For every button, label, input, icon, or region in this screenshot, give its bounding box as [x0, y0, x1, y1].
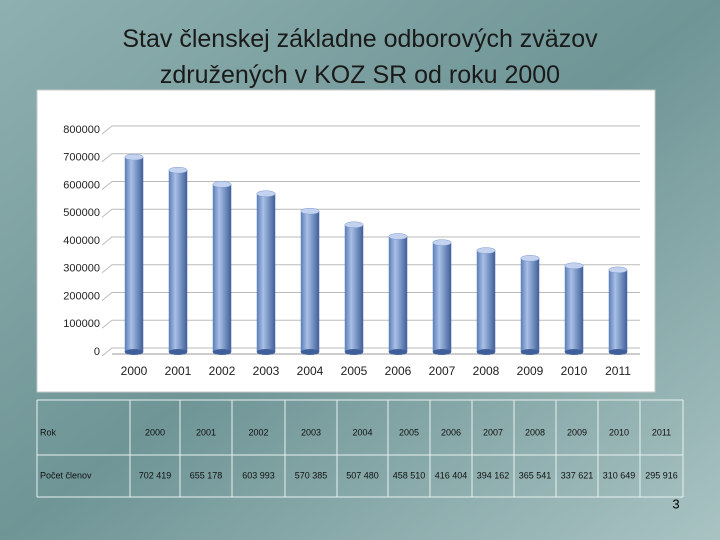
bar-top	[124, 153, 144, 161]
y-tick-label: 200000	[63, 290, 100, 302]
table-year: 2005	[399, 427, 419, 437]
table-year: 2011	[652, 427, 671, 437]
bar-base	[344, 349, 364, 355]
bar-base	[212, 349, 232, 355]
table-value: 337 621	[561, 470, 594, 480]
table-value: 458 510	[393, 470, 426, 480]
x-tick-label: 2002	[209, 364, 236, 378]
bar	[256, 193, 276, 352]
bar-top	[476, 247, 496, 254]
bar	[388, 236, 408, 352]
bar-top	[212, 181, 232, 188]
grid-line	[101, 236, 640, 246]
grid-line	[101, 181, 640, 190]
bar-top	[432, 239, 452, 246]
grid-line	[101, 264, 640, 274]
grid-line	[101, 347, 640, 357]
page-number: 3	[672, 496, 679, 511]
bar	[520, 258, 540, 352]
table-value: 295 916	[645, 470, 678, 480]
table-row-label: Počet členov	[40, 470, 92, 480]
table-value: 310 649	[603, 470, 636, 480]
bar-top	[344, 221, 364, 229]
table-year: 2000	[145, 427, 165, 437]
bar-base	[388, 349, 408, 355]
y-tick-label: 500000	[63, 207, 100, 219]
y-tick-label: 300000	[63, 263, 100, 275]
table-value: 702 419	[139, 470, 172, 480]
table-year: 2004	[352, 427, 372, 437]
table-year: 2010	[609, 427, 629, 437]
table-value: 416 404	[435, 470, 468, 480]
y-tick-label: 700000	[63, 152, 100, 164]
grid-line	[101, 292, 640, 301]
bar-base	[520, 349, 540, 355]
x-tick-label: 2004	[297, 364, 324, 378]
table-value: 603 993	[242, 470, 275, 480]
bar	[168, 170, 188, 352]
grid-line	[101, 153, 640, 163]
x-tick-label: 2009	[517, 364, 544, 378]
grid-line	[101, 319, 640, 329]
table-row-label: Rok	[40, 427, 57, 437]
x-tick-label: 2010	[561, 364, 588, 378]
bar	[476, 250, 496, 352]
table-year: 2007	[483, 427, 503, 437]
bar-top	[300, 207, 320, 215]
bar-base	[432, 349, 452, 355]
x-tick-label: 2003	[253, 364, 280, 378]
table-value: 655 178	[190, 470, 223, 480]
grid-line	[101, 125, 640, 135]
bar-top	[608, 266, 628, 274]
bar-top	[564, 262, 584, 270]
x-tick-label: 2006	[385, 364, 412, 378]
slide-title: Stav členskej základne odborových zväzov…	[122, 25, 598, 89]
table-value: 507 480	[346, 470, 379, 480]
table-year: 2006	[441, 427, 461, 437]
y-tick-label: 0	[94, 346, 100, 358]
bar-base	[564, 349, 584, 355]
bar-base	[476, 349, 496, 355]
bar-top	[388, 233, 408, 240]
table-year: 2003	[301, 427, 321, 437]
bar-top	[168, 166, 188, 174]
bar-base	[124, 349, 144, 355]
bar	[300, 211, 320, 352]
bar	[124, 157, 144, 352]
x-tick-label: 2005	[341, 364, 368, 378]
bar-base	[256, 349, 276, 355]
bar	[212, 184, 232, 352]
table-year: 2008	[525, 427, 545, 437]
y-tick-label: 400000	[63, 235, 100, 247]
bar	[432, 242, 452, 352]
x-tick-label: 2007	[429, 364, 456, 378]
bar-top	[256, 190, 276, 197]
x-tick-label: 2000	[121, 364, 148, 378]
table-value: 394 162	[477, 470, 510, 480]
bar	[344, 224, 364, 352]
grid-line	[101, 208, 640, 218]
bar-base	[608, 349, 628, 355]
table-year: 2009	[567, 427, 587, 437]
bar	[608, 269, 628, 352]
bar-base	[300, 349, 320, 355]
y-tick-label: 100000	[63, 318, 100, 330]
x-tick-label: 2001	[165, 364, 192, 378]
x-tick-label: 2008	[473, 364, 500, 378]
y-tick-label: 600000	[63, 179, 100, 191]
bar-base	[168, 349, 188, 355]
bar	[564, 265, 584, 352]
x-tick-label: 2011	[605, 364, 631, 378]
table-value: 365 541	[519, 470, 552, 480]
y-tick-label: 800000	[63, 124, 100, 136]
table-value: 570 385	[295, 470, 328, 480]
bar-top	[520, 255, 540, 262]
table-year: 2001	[196, 427, 216, 437]
table-year: 2002	[248, 427, 268, 437]
